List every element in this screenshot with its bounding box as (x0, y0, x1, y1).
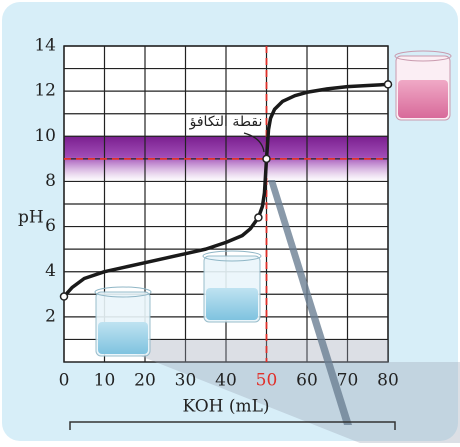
y-tick-label: 2 (45, 306, 56, 326)
x-tick-label: 70 (337, 371, 359, 391)
x-tick-label: 40 (215, 371, 237, 391)
y-tick-label: 12 (34, 81, 56, 101)
x-tick-label: 30 (175, 371, 197, 391)
x-tick-label: 80 (377, 371, 399, 391)
x-axis-label: KOH (mL) (182, 397, 269, 417)
beaker (95, 287, 151, 356)
point-marker (61, 293, 68, 300)
y-tick-label: 4 (45, 261, 56, 281)
x-tick-label: 50 (256, 371, 278, 391)
x-tick-label: 20 (134, 371, 156, 391)
annotation: نقطة التكافؤ (189, 114, 263, 130)
point-marker (255, 214, 262, 221)
point-marker (263, 155, 270, 162)
y-tick-label: 6 (45, 216, 56, 236)
chart: pH KOH (mL) نقطة التكافؤ 2 4 6 8 10 12 14 0 10 20… (0, 0, 460, 443)
x-tick-label: 0 (59, 371, 70, 391)
x-tick-label: 10 (94, 371, 116, 391)
y-tick-label: 10 (34, 126, 56, 146)
beaker (203, 251, 261, 322)
x-tick-label: 60 (296, 371, 318, 391)
y-axis-label: pH (18, 208, 44, 228)
y-tick-label: 14 (34, 36, 56, 56)
y-tick-label: 8 (45, 171, 56, 191)
point-marker (385, 81, 392, 88)
beaker (395, 51, 451, 120)
